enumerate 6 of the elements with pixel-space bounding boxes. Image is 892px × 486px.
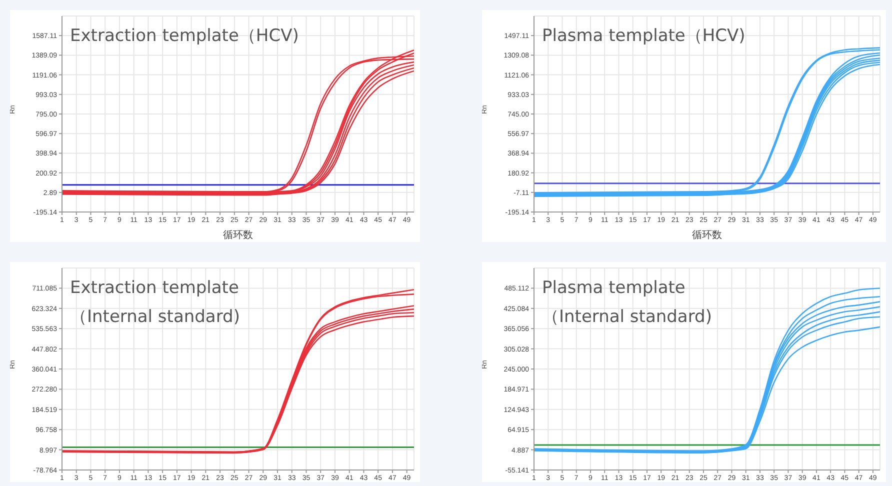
text: Plasma template （Internal standard) [542,277,712,329]
x-axis-title: 循环数 [223,230,253,241]
text: Extraction template（HCV) [70,25,299,48]
x-axis-title: 循环数 [692,230,722,241]
text: Extraction template （Internal standard) [70,277,240,329]
text: Plasma template（HCV) [542,25,746,48]
